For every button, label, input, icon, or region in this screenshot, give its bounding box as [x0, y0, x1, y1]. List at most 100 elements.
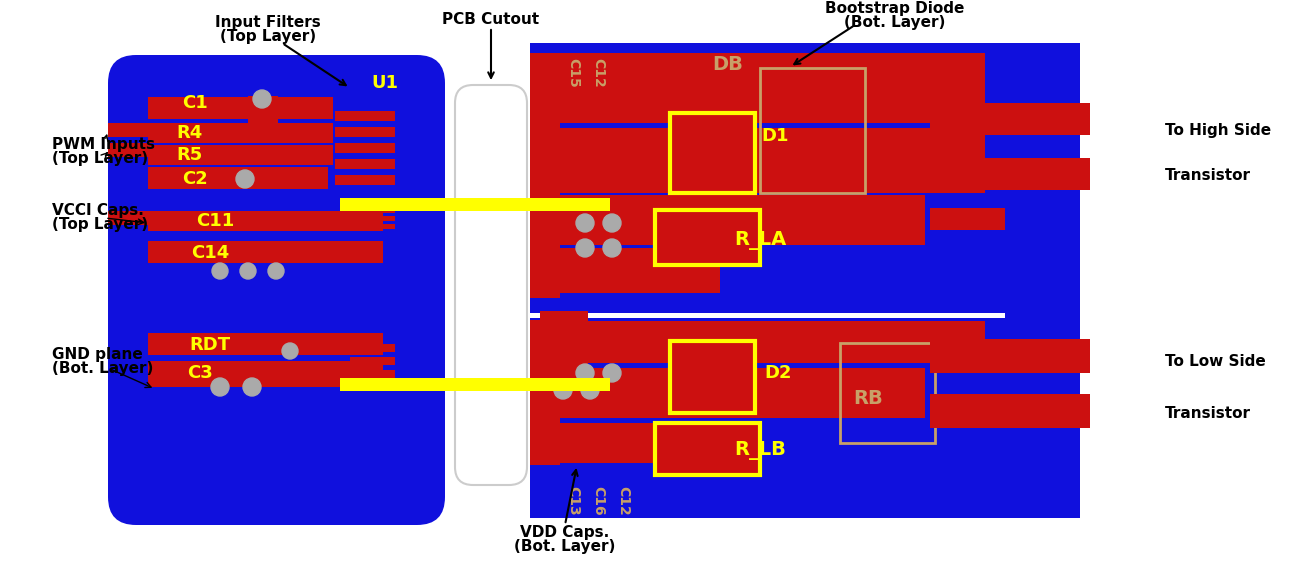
Text: C3: C3 [187, 364, 213, 382]
Bar [109, 211, 150, 225]
Text: To Low Side: To Low Side [1165, 353, 1266, 368]
Circle shape [576, 214, 594, 232]
Text: R_LB: R_LB [734, 441, 786, 461]
Bar [350, 224, 395, 229]
Text: D1: D1 [761, 127, 788, 145]
Bar [540, 333, 588, 347]
Circle shape [554, 381, 572, 399]
Bar [671, 113, 755, 193]
Bar [556, 321, 985, 363]
Text: Bootstrap Diode: Bootstrap Diode [826, 1, 965, 16]
Bar [350, 200, 395, 205]
Bar [149, 361, 382, 387]
Bar [335, 175, 395, 185]
Circle shape [603, 364, 621, 382]
Bar [655, 210, 760, 265]
FancyBboxPatch shape [109, 55, 444, 525]
Bar [556, 195, 925, 245]
Bar [335, 143, 395, 153]
Text: C16: C16 [590, 486, 605, 516]
Bar [930, 208, 1005, 230]
Bar [1005, 43, 1080, 518]
Circle shape [603, 214, 621, 232]
Text: D2: D2 [765, 364, 792, 382]
Text: C11: C11 [196, 212, 234, 230]
Text: Transistor: Transistor [1165, 406, 1251, 420]
Bar [149, 333, 382, 355]
Circle shape [603, 239, 621, 257]
Circle shape [581, 381, 599, 399]
Text: (Bot. Layer): (Bot. Layer) [514, 539, 616, 554]
Text: C12: C12 [590, 58, 605, 88]
Text: C2: C2 [182, 170, 208, 188]
Text: R4: R4 [177, 124, 203, 142]
Text: R5: R5 [177, 146, 203, 164]
Circle shape [267, 263, 284, 279]
Text: (Top Layer): (Top Layer) [220, 30, 317, 44]
Circle shape [236, 170, 255, 188]
Text: C14: C14 [191, 244, 229, 262]
Bar [540, 311, 588, 325]
Text: PCB Cutout: PCB Cutout [442, 12, 540, 27]
Text: (Bot. Layer): (Bot. Layer) [844, 15, 946, 30]
Text: C12: C12 [616, 486, 630, 516]
Bar [350, 208, 395, 213]
Bar [540, 355, 588, 369]
Bar [556, 53, 985, 123]
Text: Transistor: Transistor [1165, 167, 1251, 182]
Bar [530, 43, 1035, 313]
Bar [930, 339, 1090, 373]
Text: DB: DB [713, 55, 743, 75]
Text: To High Side: To High Side [1165, 124, 1271, 139]
Bar [149, 241, 382, 263]
Bar [335, 111, 395, 121]
Bar [149, 145, 333, 165]
Text: (Top Layer): (Top Layer) [52, 217, 149, 233]
Bar [530, 320, 559, 465]
Text: U1: U1 [372, 74, 398, 92]
Bar [335, 127, 395, 137]
Bar [930, 394, 1090, 428]
Text: C1: C1 [182, 94, 208, 112]
Bar [671, 341, 755, 413]
Circle shape [253, 90, 271, 108]
Circle shape [282, 343, 298, 359]
Circle shape [240, 263, 256, 279]
Text: PWM Inputs: PWM Inputs [52, 138, 155, 153]
Text: (Top Layer): (Top Layer) [52, 152, 149, 167]
Bar [149, 97, 333, 119]
Bar [530, 318, 1035, 518]
Bar [350, 370, 395, 378]
Bar [340, 378, 610, 391]
Circle shape [576, 364, 594, 382]
FancyBboxPatch shape [455, 85, 527, 485]
Circle shape [211, 378, 229, 396]
Bar [335, 159, 395, 169]
Bar [760, 68, 866, 193]
Text: RB: RB [853, 388, 882, 408]
Text: VDD Caps.: VDD Caps. [521, 525, 610, 540]
Text: (Bot. Layer): (Bot. Layer) [52, 361, 154, 377]
Text: GND plane: GND plane [52, 347, 142, 363]
Bar [655, 423, 760, 475]
Bar [530, 53, 559, 298]
Text: VCCI Caps.: VCCI Caps. [52, 203, 143, 219]
Bar [930, 103, 1090, 135]
Bar [556, 368, 925, 418]
Text: Input Filters: Input Filters [216, 16, 320, 30]
Bar [340, 198, 610, 211]
Text: R_LA: R_LA [734, 231, 786, 251]
Bar [1005, 283, 1080, 303]
Circle shape [243, 378, 261, 396]
Bar [109, 123, 150, 137]
Circle shape [212, 263, 227, 279]
Bar [840, 343, 935, 443]
Bar [149, 167, 328, 189]
Bar [556, 128, 985, 193]
Bar [556, 248, 720, 293]
Bar [350, 216, 395, 221]
Text: C15: C15 [566, 58, 580, 88]
Bar [248, 96, 278, 131]
Bar [109, 143, 150, 157]
Bar [930, 158, 1090, 190]
